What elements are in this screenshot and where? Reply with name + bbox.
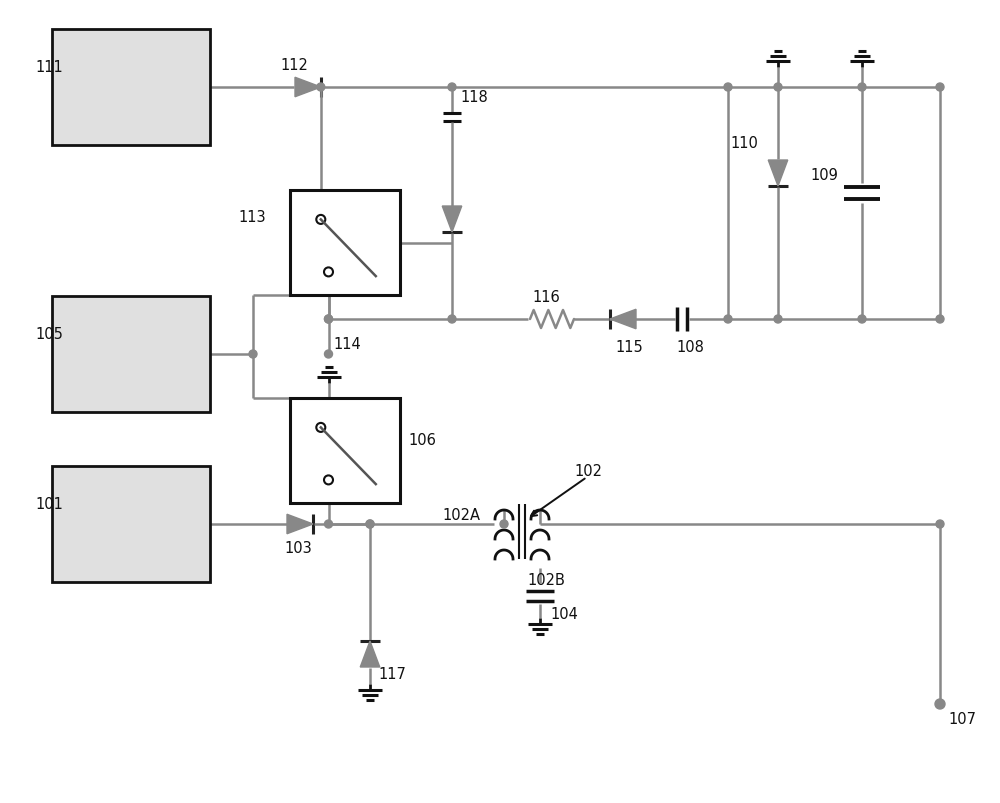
Circle shape [724,84,732,92]
Text: 115: 115 [615,340,643,355]
Text: 112: 112 [280,59,308,73]
Circle shape [316,423,325,432]
Bar [52,30,210,146]
Text: 102: 102 [574,464,602,479]
Bar [290,191,400,296]
Circle shape [936,316,944,324]
Circle shape [325,520,333,528]
Circle shape [325,351,333,359]
Polygon shape [295,78,321,98]
Text: 113: 113 [238,210,266,225]
Circle shape [448,84,456,92]
Circle shape [249,351,257,359]
Circle shape [935,699,945,709]
Text: 104: 104 [550,607,578,622]
Text: 108: 108 [676,340,704,355]
Polygon shape [768,161,788,187]
Text: 118: 118 [460,91,488,105]
Text: 109: 109 [810,169,838,183]
Polygon shape [287,515,313,534]
Circle shape [325,316,333,324]
Circle shape [448,316,456,324]
Circle shape [936,84,944,92]
Circle shape [858,84,866,92]
Circle shape [317,84,325,92]
Circle shape [500,520,508,528]
Text: 101: 101 [35,497,63,512]
Polygon shape [360,642,380,667]
Circle shape [936,520,944,528]
Circle shape [324,268,333,277]
Circle shape [366,520,374,528]
Circle shape [325,316,333,324]
Text: 114: 114 [334,337,361,352]
Circle shape [858,316,866,324]
Text: 103: 103 [284,541,312,556]
Text: 102A: 102A [442,507,480,522]
Bar [52,467,210,582]
Text: 107: 107 [948,711,976,727]
Text: 102B: 102B [527,573,565,588]
Text: 110: 110 [730,137,758,151]
Text: 106: 106 [408,433,436,448]
Circle shape [774,84,782,92]
Circle shape [774,316,782,324]
Text: 117: 117 [378,666,406,682]
Text: 116: 116 [532,290,560,305]
Circle shape [366,520,374,528]
Circle shape [324,476,333,485]
Circle shape [724,316,732,324]
Bar [52,296,210,413]
Polygon shape [442,206,462,233]
Circle shape [316,216,325,225]
Polygon shape [610,310,636,329]
Bar [290,398,400,503]
Text: 105: 105 [35,327,63,342]
Text: 111: 111 [35,60,63,75]
